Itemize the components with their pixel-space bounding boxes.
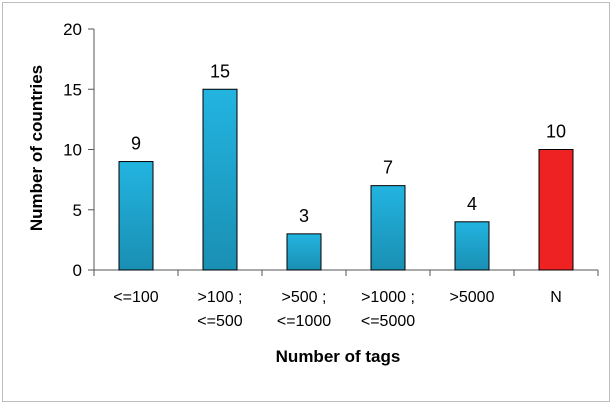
bar-chart: 0 5 10 15 20 9 <=100 15 >100 ; <=500 3 >500 ; <=1000… [27, 20, 599, 366]
y-tick-label: 20 [63, 20, 82, 39]
y-tick-label: 0 [73, 261, 82, 280]
bar [118, 161, 154, 271]
x-tick-label: <=500 [197, 313, 242, 330]
bar [286, 233, 322, 271]
x-axis-label: Number of tags [276, 347, 401, 366]
y-tick-label: 5 [73, 201, 82, 220]
bar [454, 221, 490, 271]
x-tick-label: >100 ; [198, 289, 243, 306]
data-label: 15 [210, 61, 230, 81]
bar [202, 88, 238, 271]
bar [370, 185, 406, 271]
x-tick-label: <=100 [113, 289, 158, 306]
x-tick-label: <=1000 [277, 313, 331, 330]
plot-area: 0 5 10 15 20 9 <=100 15 >100 ; <=500 3 >500 ; <=1000… [63, 20, 599, 330]
x-tick-label: <=5000 [361, 313, 415, 330]
x-tick-label: N [550, 289, 562, 306]
y-axis-label: Number of countries [27, 65, 46, 231]
data-label: 7 [383, 158, 393, 178]
y-tick-label: 10 [63, 141, 82, 160]
bar [538, 149, 574, 271]
data-label: 4 [467, 194, 477, 214]
x-tick-label: >500 ; [282, 289, 327, 306]
data-label: 3 [299, 206, 309, 226]
data-label: 9 [131, 134, 141, 154]
x-tick-label: >5000 [450, 289, 495, 306]
x-tick-label: >1000 ; [361, 289, 415, 306]
y-tick-label: 15 [63, 80, 82, 99]
data-label: 10 [546, 122, 566, 142]
